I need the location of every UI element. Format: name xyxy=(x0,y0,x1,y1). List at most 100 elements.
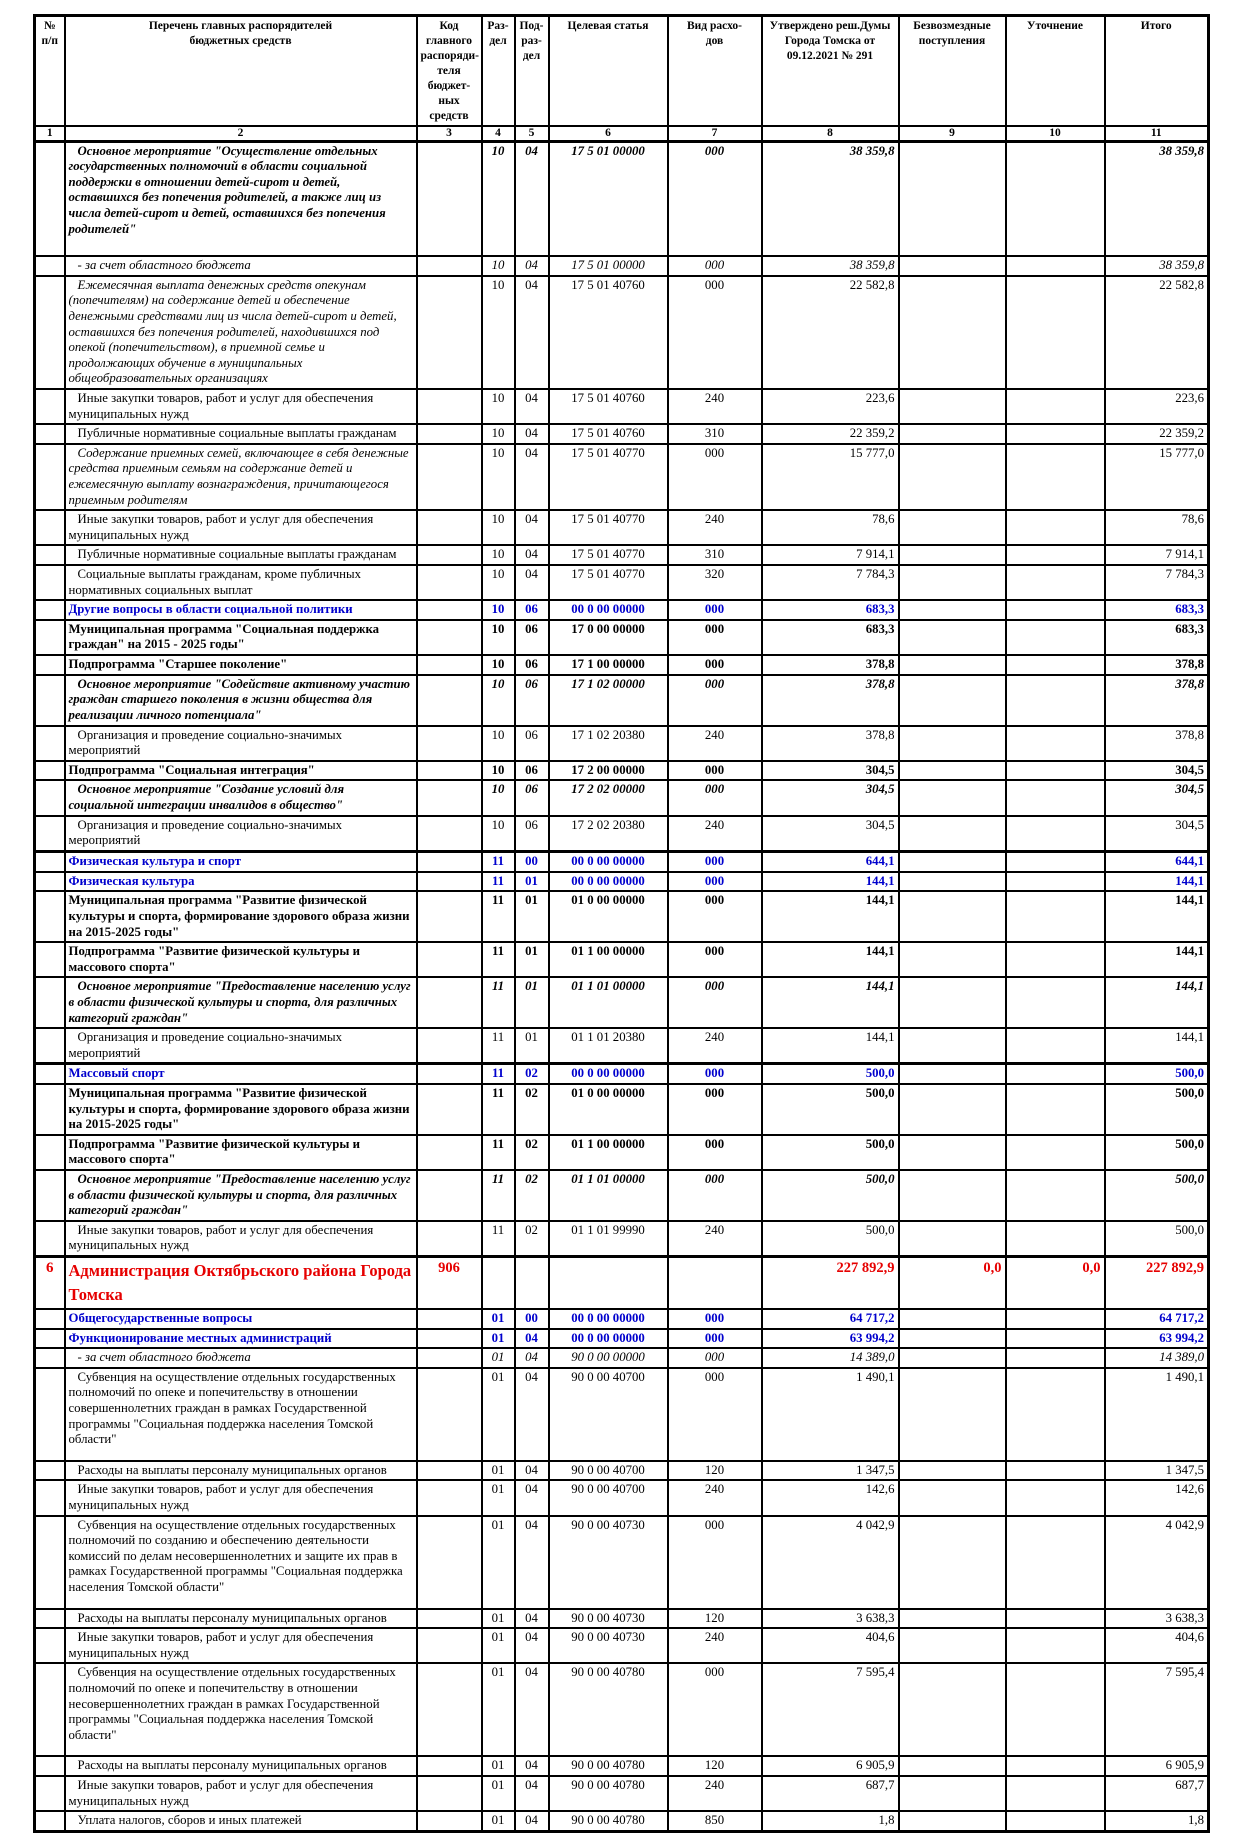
row-number-cell xyxy=(33,976,66,1030)
approved-amount-cell: 63 994,2 xyxy=(760,1327,900,1350)
target-article-cell: 90 0 00 40700 xyxy=(547,1366,669,1462)
row-number-cell xyxy=(33,423,66,445)
razdel-cell: 11 xyxy=(480,1082,516,1136)
podrazdel-cell: 02 xyxy=(513,1062,550,1085)
header-total: Итого xyxy=(1103,14,1210,127)
gratuitous-receipts-cell xyxy=(897,564,1007,602)
table-row: Содержание приемных семей, включающее в … xyxy=(33,442,1210,512)
target-article-cell: 90 0 00 40780 xyxy=(547,1755,669,1777)
adjustment-cell xyxy=(1004,976,1106,1030)
expense-type-cell: 310 xyxy=(666,544,763,567)
table-row: Субвенция на осуществление отдельных гос… xyxy=(33,1366,1210,1462)
target-article-cell: 90 0 00 40730 xyxy=(547,1627,669,1665)
expense-type-cell: 000 xyxy=(666,870,763,893)
column-number-10: 10 xyxy=(1004,124,1106,143)
razdel-cell: 10 xyxy=(480,724,516,762)
table-row: Иные закупки товаров, работ и услуг для … xyxy=(33,1479,1210,1517)
table-row: Организация и проведение социально-значи… xyxy=(33,1027,1210,1065)
expense-name-cell: Публичные нормативные социальные выплаты… xyxy=(63,544,418,567)
expense-type-cell: 120 xyxy=(666,1607,763,1630)
podrazdel-cell: 04 xyxy=(513,1459,550,1482)
grbs-code-cell xyxy=(415,759,483,782)
expense-name-cell: Иные закупки товаров, работ и услуг для … xyxy=(63,509,418,547)
grbs-code-cell xyxy=(415,654,483,676)
target-article-cell: 90 0 00 00000 xyxy=(547,1347,669,1369)
approved-amount-cell: 144,1 xyxy=(760,870,900,893)
row-number-cell xyxy=(33,1775,66,1813)
razdel-cell: 01 xyxy=(480,1327,516,1350)
row-number-cell xyxy=(33,1082,66,1136)
table-row: Подпрограмма "Социальная интеграция" 10 06… xyxy=(33,759,1210,782)
expense-type-cell: 000 xyxy=(666,1347,763,1369)
target-article-cell: 00 0 00 00000 xyxy=(547,599,669,621)
row-number-cell xyxy=(33,890,66,944)
expense-name-cell: Публичные нормативные социальные выплаты… xyxy=(63,423,418,445)
gratuitous-receipts-cell xyxy=(897,1027,1007,1065)
total-amount-cell: 500,0 xyxy=(1103,1062,1210,1085)
grbs-code-cell xyxy=(415,779,483,817)
approved-amount-cell: 304,5 xyxy=(760,759,900,782)
gratuitous-receipts-cell xyxy=(897,1219,1007,1258)
podrazdel-cell: 06 xyxy=(513,673,550,727)
expense-name-cell: Муниципальная программа "Развитие физиче… xyxy=(63,890,418,944)
expense-type-cell: 850 xyxy=(666,1810,763,1833)
row-number-cell xyxy=(33,1607,66,1630)
table-row: Подпрограмма "Развитие физической культу… xyxy=(33,1133,1210,1172)
gratuitous-receipts-cell xyxy=(897,618,1007,657)
total-amount-cell: 63 994,2 xyxy=(1103,1327,1210,1350)
header-grbs-list: Перечень главных распорядителей бюджетны… xyxy=(63,14,418,127)
expense-type-cell: 000 xyxy=(666,890,763,944)
gratuitous-receipts-cell xyxy=(897,1514,1007,1610)
table-row: Основное мероприятие "Предоставление нас… xyxy=(33,1169,1210,1222)
row-number-cell xyxy=(33,1327,66,1350)
podrazdel-cell: 06 xyxy=(513,779,550,817)
grbs-code-cell xyxy=(415,1662,483,1758)
total-amount-cell: 7 784,3 xyxy=(1103,564,1210,602)
expense-type-cell: 000 xyxy=(666,1327,763,1350)
adjustment-cell: 0,0 xyxy=(1004,1255,1106,1310)
target-article-cell: 17 5 01 40770 xyxy=(547,509,669,547)
expense-name-cell: Расходы на выплаты персоналу муниципальн… xyxy=(63,1607,418,1630)
razdel-cell: 11 xyxy=(480,1133,516,1172)
adjustment-cell xyxy=(1004,779,1106,817)
adjustment-cell xyxy=(1004,1169,1106,1222)
expense-type-cell: 000 xyxy=(666,1062,763,1085)
target-article-cell: 17 2 02 00000 xyxy=(547,779,669,817)
total-amount-cell: 38 359,8 xyxy=(1103,140,1210,258)
razdel-cell: 10 xyxy=(480,814,516,853)
row-number-cell xyxy=(33,140,66,258)
adjustment-cell xyxy=(1004,941,1106,979)
row-number-cell xyxy=(33,870,66,893)
expense-name-cell: Физическая культура xyxy=(63,870,418,893)
row-number-cell xyxy=(33,255,66,277)
table-row: Муниципальная программа "Развитие физиче… xyxy=(33,890,1210,944)
grbs-code-cell xyxy=(415,1366,483,1462)
table-row: Другие вопросы в области социальной поли… xyxy=(33,599,1210,621)
table-row: Иные закупки товаров, работ и услуг для … xyxy=(33,1775,1210,1813)
expense-name-cell: Субвенция на осуществление отдельных гос… xyxy=(63,1514,418,1610)
target-article-cell: 17 5 01 40760 xyxy=(547,387,669,426)
total-amount-cell: 1,8 xyxy=(1103,1810,1210,1833)
grbs-code-cell xyxy=(415,673,483,727)
table-row: Функционирование местных администраций 01… xyxy=(33,1327,1210,1350)
adjustment-cell xyxy=(1004,1810,1106,1833)
grbs-code-cell xyxy=(415,890,483,944)
adjustment-cell xyxy=(1004,724,1106,762)
column-number-6: 6 xyxy=(547,124,669,143)
expense-type-cell: 240 xyxy=(666,724,763,762)
razdel-cell: 11 xyxy=(480,941,516,979)
expense-name-cell: Администрация Октябрьского района Города… xyxy=(63,1255,418,1310)
gratuitous-receipts-cell xyxy=(897,1479,1007,1517)
total-amount-cell: 142,6 xyxy=(1103,1479,1210,1517)
approved-amount-cell: 1 490,1 xyxy=(760,1366,900,1462)
total-amount-cell: 4 042,9 xyxy=(1103,1514,1210,1610)
podrazdel-cell: 04 xyxy=(513,564,550,602)
row-number-cell xyxy=(33,1479,66,1517)
table-row: Физическая культура 11 01 00 0 00 00000 000 1… xyxy=(33,870,1210,893)
total-amount-cell: 500,0 xyxy=(1103,1133,1210,1172)
gratuitous-receipts-cell xyxy=(897,1662,1007,1758)
razdel-cell: 10 xyxy=(480,759,516,782)
adjustment-cell xyxy=(1004,870,1106,893)
grbs-code-cell xyxy=(415,140,483,258)
row-number-cell xyxy=(33,1347,66,1369)
